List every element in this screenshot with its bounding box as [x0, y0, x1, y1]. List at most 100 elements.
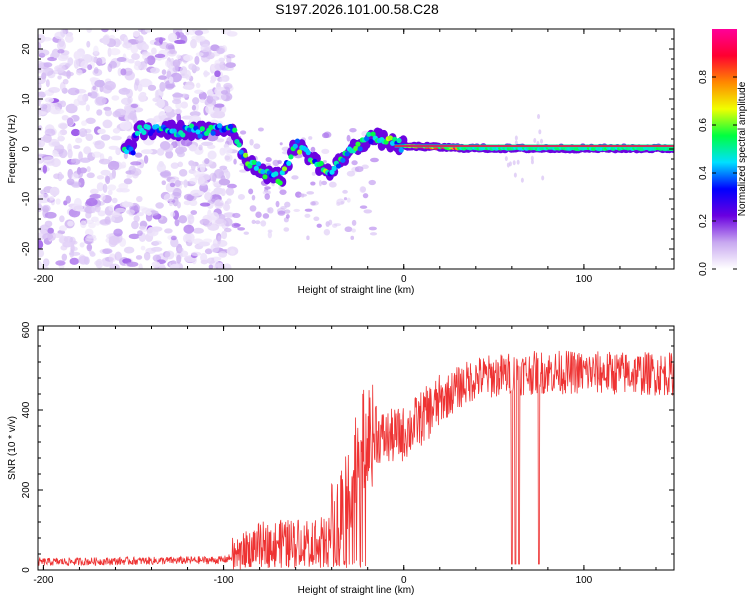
- noise-blob: [343, 197, 348, 201]
- noise-blob: [94, 204, 101, 213]
- noise-blob: [168, 76, 174, 84]
- ridge-core: [353, 145, 359, 151]
- noise-blob: [226, 31, 238, 37]
- noise-blob: [83, 219, 95, 224]
- noise-blob: [57, 131, 63, 140]
- noise-blob: [105, 175, 111, 185]
- noise-blob: [137, 230, 143, 236]
- noise-blob: [78, 128, 88, 138]
- noise-blob: [143, 251, 151, 261]
- noise-blob: [368, 179, 376, 186]
- noise-blob: [346, 134, 351, 142]
- noise-blob: [513, 172, 517, 178]
- noise-blob: [154, 101, 165, 107]
- noise-blob: [135, 34, 144, 44]
- noise-blob: [183, 54, 194, 62]
- noise-blob: [135, 255, 143, 260]
- noise-blob: [80, 60, 89, 69]
- noise-blob: [102, 248, 113, 254]
- noise-blob: [153, 40, 163, 46]
- noise-blob: [182, 84, 194, 90]
- noise-blob: [120, 68, 127, 76]
- noise-blob: [138, 92, 147, 103]
- noise-blob: [177, 247, 184, 252]
- noise-blob: [120, 97, 132, 105]
- noise-blob: [86, 40, 91, 48]
- noise-blob: [190, 189, 203, 197]
- noise-blob: [251, 219, 256, 225]
- noise-blob: [85, 117, 96, 124]
- noise-blob: [121, 201, 134, 207]
- noise-blob: [265, 162, 271, 167]
- noise-blob: [110, 135, 122, 141]
- noise-blob: [69, 257, 79, 265]
- noise-blob: [508, 161, 512, 167]
- noise-blob: [174, 179, 181, 188]
- noise-blob: [226, 136, 233, 146]
- noise-blob: [207, 150, 217, 160]
- noise-blob: [346, 170, 356, 177]
- noise-blob: [321, 180, 328, 186]
- noise-blob: [172, 98, 182, 105]
- noise-blob: [86, 172, 95, 179]
- noise-blob: [141, 79, 153, 87]
- noise-blob: [194, 55, 200, 65]
- ridge-core: [370, 131, 376, 137]
- noise-blob: [40, 36, 52, 42]
- noise-blob: [369, 232, 378, 236]
- ridge-core: [217, 123, 223, 129]
- noise-blob: [52, 149, 59, 157]
- noise-blob: [225, 170, 231, 180]
- ridge-core: [238, 149, 244, 155]
- noise-blob: [120, 161, 127, 169]
- noise-blob: [127, 58, 135, 64]
- noise-blob: [100, 134, 111, 141]
- noise-blob: [220, 90, 229, 95]
- noise-blob: [248, 188, 254, 195]
- noise-blob: [121, 87, 128, 92]
- noise-blob: [185, 232, 195, 243]
- noise-blob: [174, 39, 186, 44]
- noise-blob: [142, 43, 149, 51]
- noise-blob: [172, 59, 181, 68]
- noise-blob: [175, 146, 185, 155]
- noise-blob: [116, 56, 127, 62]
- noise-blob: [166, 48, 178, 57]
- noise-blob: [368, 226, 377, 231]
- noise-blob: [180, 101, 189, 109]
- noise-blob: [318, 180, 322, 187]
- y-tick-label: 0: [21, 146, 32, 152]
- noise-blob: [156, 147, 165, 156]
- noise-blob: [167, 32, 178, 43]
- noise-blob: [285, 214, 290, 219]
- noise-blob: [122, 42, 132, 49]
- noise-blob: [275, 200, 280, 208]
- noise-blob: [213, 110, 226, 119]
- ridge-core: [210, 130, 216, 136]
- ridge-core: [145, 124, 151, 130]
- noise-blob: [131, 53, 140, 60]
- noise-blob: [101, 29, 109, 33]
- noise-blob: [176, 254, 182, 264]
- noise-blob: [363, 209, 373, 214]
- noise-blob: [158, 75, 168, 80]
- noise-blob: [210, 243, 220, 253]
- noise-blob: [210, 96, 220, 101]
- noise-blob: [60, 29, 66, 38]
- noise-blob: [284, 209, 291, 214]
- noise-blob: [304, 213, 311, 218]
- ridge-core: [281, 166, 288, 172]
- noise-blob: [243, 231, 250, 235]
- noise-blob: [279, 189, 287, 195]
- noise-blob: [54, 65, 66, 72]
- ridge-core: [366, 131, 372, 137]
- noise-blob: [219, 77, 227, 83]
- noise-blob: [223, 203, 231, 211]
- noise-blob: [170, 237, 179, 248]
- noise-blob: [308, 136, 313, 140]
- noise-blob: [73, 59, 80, 69]
- noise-blob: [67, 220, 74, 227]
- noise-blob: [47, 56, 57, 62]
- noise-blob: [214, 218, 227, 227]
- noise-blob: [65, 195, 71, 204]
